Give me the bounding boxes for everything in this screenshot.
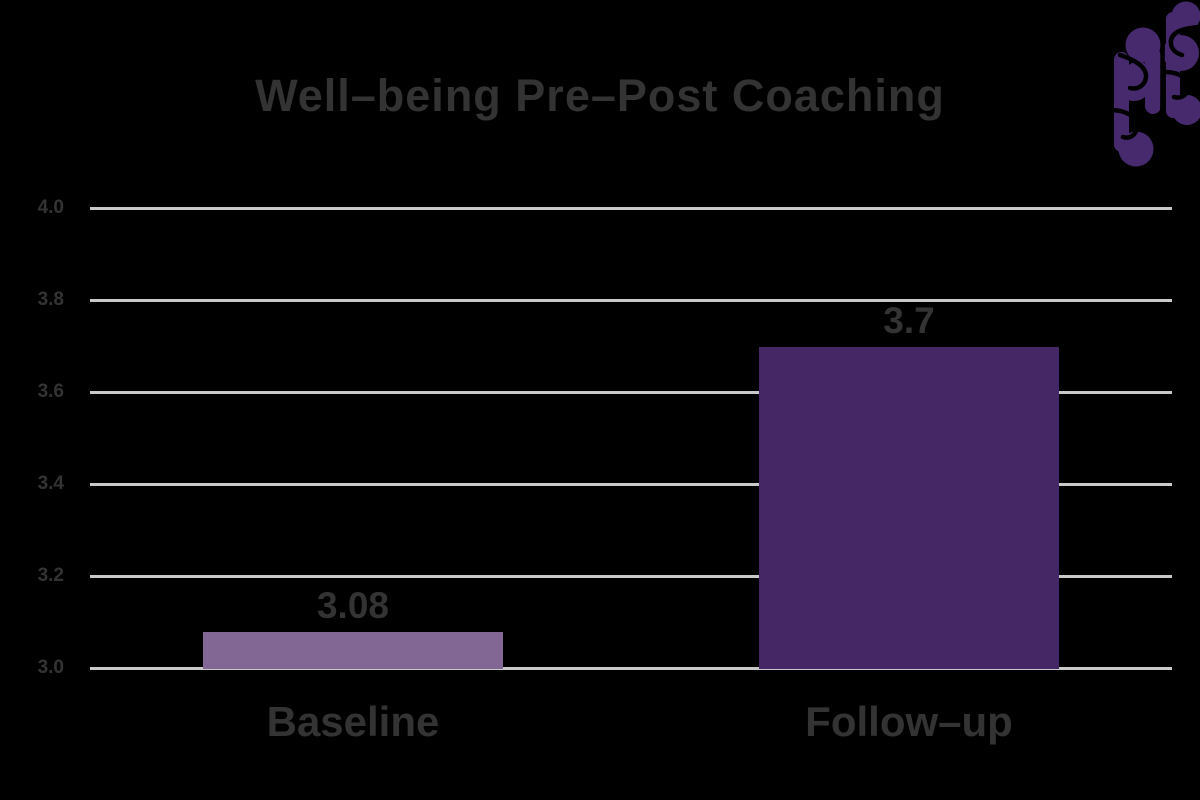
gridline-3.6 <box>90 391 1172 394</box>
category-label-baseline: Baseline <box>266 698 440 745</box>
ytick-label-4.0: 4.0 <box>37 197 64 218</box>
bar-value-baseline: 3.08 <box>316 585 389 626</box>
gridline-3.0 <box>90 667 1172 670</box>
ytick-label-3.0: 3.0 <box>37 657 64 678</box>
gridline-3.2 <box>90 575 1172 578</box>
gridline-4.0 <box>90 207 1172 210</box>
ytick-label-3.8: 3.8 <box>37 289 64 310</box>
ytick-label-3.6: 3.6 <box>37 381 64 402</box>
bar-baseline <box>203 632 503 669</box>
gridline-3.4 <box>90 483 1172 486</box>
bar-followup <box>759 347 1059 669</box>
brain-logo <box>1110 1 1200 167</box>
bar-value-followup: 3.7 <box>883 300 935 341</box>
category-label-followup: Follow–up <box>805 698 1013 745</box>
ytick-label-3.2: 3.2 <box>37 565 64 586</box>
chart-title: Well–being Pre–Post Coaching <box>255 70 945 121</box>
brain-logo-gaps <box>1110 24 1200 140</box>
ytick-label-3.4: 3.4 <box>37 473 64 494</box>
gridline-3.8 <box>90 299 1172 302</box>
